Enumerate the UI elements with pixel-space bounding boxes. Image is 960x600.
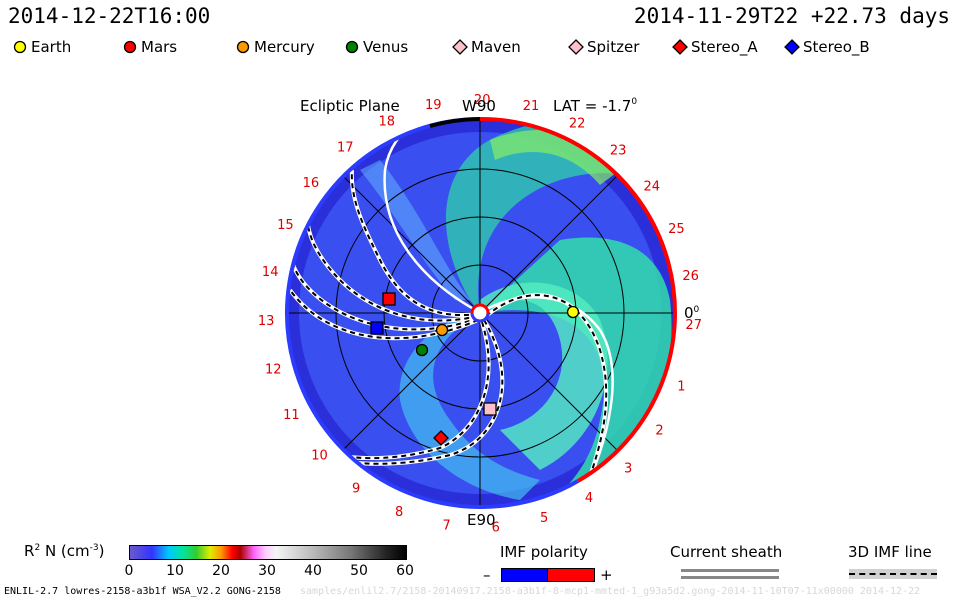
polarity-plus: + bbox=[600, 566, 613, 584]
diamond-marker-icon bbox=[452, 39, 468, 55]
density-green-lobe-3 bbox=[480, 282, 608, 470]
carrington-label: 22 bbox=[569, 116, 586, 131]
run-time: 2014-11-29T22 +22.73 days bbox=[633, 4, 950, 28]
carrington-label: 19 bbox=[425, 98, 442, 113]
polarity-negative-bar bbox=[501, 568, 549, 582]
legend-maven: Maven bbox=[452, 38, 521, 56]
legend-label: Venus bbox=[363, 38, 409, 56]
legend-mercury: Mercury bbox=[235, 38, 315, 56]
legend-label: Mercury bbox=[254, 38, 315, 56]
carrington-label: 4 bbox=[585, 491, 593, 506]
legend-label: Earth bbox=[31, 38, 72, 56]
imf-lines bbox=[288, 169, 609, 491]
carrington-label: 1 bbox=[677, 379, 685, 394]
legend-label: Stereo_A bbox=[691, 38, 758, 56]
carrington-label: 12 bbox=[265, 363, 282, 378]
body-venus bbox=[415, 343, 429, 357]
legend-label: Spitzer bbox=[587, 38, 640, 56]
current-sheath-swatch bbox=[681, 569, 779, 572]
body-stereo-a bbox=[382, 292, 396, 306]
colorbar-tick-label: 10 bbox=[166, 563, 184, 579]
rim-positive-polarity bbox=[479, 116, 677, 483]
colorbar-title: R2 N (cm-3) bbox=[24, 542, 105, 560]
rim-negative-polarity bbox=[285, 117, 579, 509]
carrington-label: 13 bbox=[258, 314, 275, 329]
carrington-label: 16 bbox=[303, 176, 320, 191]
legend-stereo-a: Stereo_A bbox=[672, 38, 758, 56]
colorbar-tick-label: 30 bbox=[258, 563, 276, 579]
legend-label: Mars bbox=[141, 38, 178, 56]
diamond-marker-icon bbox=[568, 39, 584, 55]
carrington-label: 9 bbox=[352, 482, 360, 497]
carrington-label: 11 bbox=[283, 408, 300, 423]
imf-polarity-title: IMF polarity bbox=[500, 543, 588, 561]
carrington-label: 14 bbox=[262, 265, 279, 280]
polarity-positive-bar bbox=[547, 568, 595, 582]
carrington-label: 6 bbox=[492, 520, 500, 535]
circle-marker-icon bbox=[123, 40, 137, 54]
carrington-label: 25 bbox=[668, 222, 685, 237]
density-cyan-band bbox=[399, 313, 540, 500]
body-earth bbox=[566, 305, 580, 319]
colorbar-tick-label: 20 bbox=[212, 563, 230, 579]
circle-marker-icon bbox=[13, 40, 27, 54]
zero-deg-label: 00 bbox=[684, 304, 700, 322]
legend-stereo-b: Stereo_B bbox=[784, 38, 870, 56]
carrington-label: 5 bbox=[540, 511, 548, 526]
colorbar-tick-label: 60 bbox=[396, 563, 414, 579]
carrington-label: 18 bbox=[379, 114, 396, 129]
carrington-label: 8 bbox=[395, 505, 403, 520]
body-spitzer bbox=[483, 402, 497, 416]
imf-line-title: 3D IMF line bbox=[848, 543, 932, 561]
circle-marker-icon bbox=[236, 40, 250, 54]
legend-spitzer: Spitzer bbox=[568, 38, 639, 56]
carrington-label: 20 bbox=[474, 93, 491, 108]
body-markers bbox=[370, 292, 580, 446]
plot-title: Ecliptic Plane bbox=[300, 97, 400, 115]
legend-earth: Earth bbox=[12, 38, 71, 56]
legend-label: Stereo_B bbox=[803, 38, 870, 56]
carrington-label: 15 bbox=[277, 218, 294, 233]
footer-model-info: ENLIL-2.7 lowres-2158-a3b1f WSA_V2.2 GON… bbox=[4, 586, 281, 597]
density-light-band bbox=[360, 160, 470, 300]
rim-sheath-mark bbox=[429, 117, 481, 128]
polarity-minus: – bbox=[483, 566, 491, 584]
carrington-label: 27 bbox=[685, 318, 702, 333]
carrington-label: 3 bbox=[624, 461, 632, 476]
legend-venus: Venus bbox=[344, 38, 408, 56]
e90-label: E90 bbox=[467, 511, 496, 529]
circle-marker-icon bbox=[345, 40, 359, 54]
body-mercury bbox=[435, 323, 449, 337]
diamond-marker-icon bbox=[784, 39, 800, 55]
legend-label: Maven bbox=[471, 38, 521, 56]
carrington-label: 7 bbox=[442, 518, 450, 533]
colorbar-tick-label: 40 bbox=[304, 563, 322, 579]
carrington-label: 24 bbox=[644, 179, 661, 194]
legend-mars: Mars bbox=[122, 38, 177, 56]
body-mars bbox=[433, 430, 449, 446]
current-sheath-title: Current sheath bbox=[670, 543, 783, 561]
carrington-label: 26 bbox=[682, 269, 699, 284]
model-time: 2014-12-22T16:00 bbox=[8, 4, 211, 28]
carrington-label: 21 bbox=[523, 99, 540, 114]
carrington-label: 17 bbox=[337, 141, 354, 156]
carrington-label: 23 bbox=[610, 144, 627, 159]
carrington-label: 2 bbox=[655, 423, 663, 438]
latitude-label: LAT = -1.70 bbox=[553, 97, 637, 115]
footer-run-path: samples/enlil2.7/2158-20140917.2158-a3b1… bbox=[300, 586, 921, 597]
body-stereo-b bbox=[370, 321, 384, 335]
w90-label: W90 bbox=[462, 97, 496, 115]
colorbar-tick-label: 50 bbox=[350, 563, 368, 579]
diamond-marker-icon bbox=[672, 39, 688, 55]
carrington-label: 10 bbox=[311, 449, 328, 464]
colorbar-tick-label: 0 bbox=[124, 563, 134, 579]
density-colorbar bbox=[129, 545, 407, 560]
